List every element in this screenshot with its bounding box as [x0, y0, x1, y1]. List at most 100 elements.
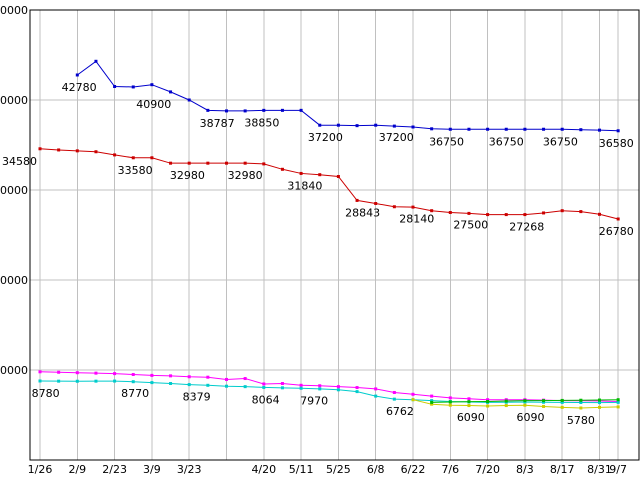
data-point-marker: [336, 385, 340, 389]
data-point-marker: [75, 73, 79, 77]
value-label: 31840: [287, 179, 322, 192]
data-point-marker: [616, 217, 620, 221]
value-label: 27500: [453, 219, 488, 232]
data-point-marker: [430, 209, 434, 213]
value-label: 28140: [399, 213, 434, 226]
data-point-marker: [411, 398, 415, 402]
data-point-marker: [75, 371, 79, 375]
data-point-marker: [560, 400, 564, 404]
x-axis-tick-label: 4/20: [251, 463, 276, 476]
data-point-marker: [262, 108, 266, 112]
data-point-marker: [280, 382, 284, 385]
data-point-marker: [280, 108, 284, 112]
data-point-marker: [75, 149, 79, 153]
value-label: 36750: [489, 135, 524, 148]
data-point-marker: [262, 382, 266, 386]
data-point-marker: [94, 371, 98, 375]
data-point-marker: [355, 386, 359, 390]
value-label: 5780: [567, 414, 595, 427]
data-point-marker: [448, 400, 452, 404]
value-label: 36750: [429, 135, 464, 148]
data-point-marker: [206, 161, 210, 165]
value-label: 34580: [2, 155, 37, 168]
data-point-marker: [57, 148, 61, 152]
y-axis-tick-label: 40000: [0, 94, 28, 107]
data-point-marker: [616, 400, 620, 404]
data-point-marker: [616, 398, 620, 402]
data-point-marker: [486, 127, 490, 131]
data-point-marker: [187, 98, 191, 102]
data-point-marker: [113, 372, 117, 376]
data-point-marker: [430, 127, 434, 131]
gridlines: [30, 10, 639, 460]
data-point-marker: [430, 400, 434, 404]
data-point-marker: [355, 390, 359, 394]
value-label: 32980: [228, 169, 263, 182]
series-line-red: [39, 148, 619, 220]
data-point-marker: [448, 396, 452, 400]
data-point-marker: [374, 202, 378, 205]
data-point-marker: [616, 405, 620, 409]
data-point-marker: [486, 398, 490, 402]
data-point-marker: [355, 124, 359, 128]
data-point-marker: [336, 388, 340, 392]
value-label: 8064: [252, 393, 280, 406]
value-label: 38787: [200, 117, 235, 130]
data-point-marker: [448, 403, 452, 407]
data-point-marker: [243, 385, 247, 389]
data-point-marker: [336, 123, 340, 127]
data-point-marker: [542, 399, 546, 403]
data-point-marker: [318, 384, 322, 388]
data-point-marker: [411, 125, 415, 129]
value-label: 42780: [62, 81, 97, 94]
value-label: 27268: [509, 221, 544, 234]
data-point-marker: [486, 213, 490, 217]
data-point-marker: [504, 127, 508, 131]
x-axis-tick-label: 8/31: [587, 463, 612, 476]
data-point-marker: [94, 59, 98, 63]
x-axis-tick-label: 7/20: [475, 463, 500, 476]
data-point-marker: [523, 403, 527, 407]
series-line-magenta: [39, 371, 619, 402]
data-point-marker: [448, 211, 452, 214]
data-point-marker: [504, 399, 508, 403]
data-point-marker: [131, 373, 135, 376]
data-point-marker: [579, 406, 583, 410]
point-labels: 42780 40900 38787 38850 37200 37200 36750 36750…: [2, 81, 634, 427]
x-axis-tick-label: 9/7: [609, 463, 627, 476]
data-point-marker: [504, 213, 508, 217]
value-label: 33580: [118, 164, 153, 177]
value-label: 37200: [308, 131, 343, 144]
value-label: 7970: [300, 394, 328, 407]
x-axis-tick-label: 2/9: [68, 463, 86, 476]
data-point-marker: [38, 379, 42, 383]
data-point-marker: [523, 213, 527, 217]
data-point-marker: [206, 375, 210, 379]
data-point-marker: [579, 128, 583, 132]
data-point-marker: [262, 162, 266, 166]
data-point-marker: [38, 370, 42, 374]
data-point-marker: [392, 124, 396, 128]
data-point-marker: [467, 404, 471, 408]
data-point-marker: [598, 128, 601, 132]
data-point-marker: [616, 129, 620, 133]
data-point-marker: [430, 399, 434, 403]
data-point-marker: [523, 127, 527, 131]
plot-border: [29, 9, 640, 461]
data-point-marker: [243, 161, 247, 165]
data-point-marker: [187, 375, 191, 379]
value-label: 28843: [345, 206, 380, 219]
data-point-marker: [94, 379, 98, 383]
data-point-marker: [392, 205, 396, 209]
x-axis-tick-label: 6/22: [401, 463, 426, 476]
data-point-marker: [225, 377, 228, 381]
data-point-marker: [467, 397, 471, 401]
value-label: 6090: [516, 411, 544, 424]
data-point-marker: [598, 405, 601, 409]
series-line-yellow: [412, 399, 619, 409]
data-point-marker: [523, 399, 527, 403]
data-point-marker: [150, 156, 154, 160]
value-label: 32980: [170, 169, 205, 182]
y-axis-tick-label: 10000: [0, 364, 28, 377]
